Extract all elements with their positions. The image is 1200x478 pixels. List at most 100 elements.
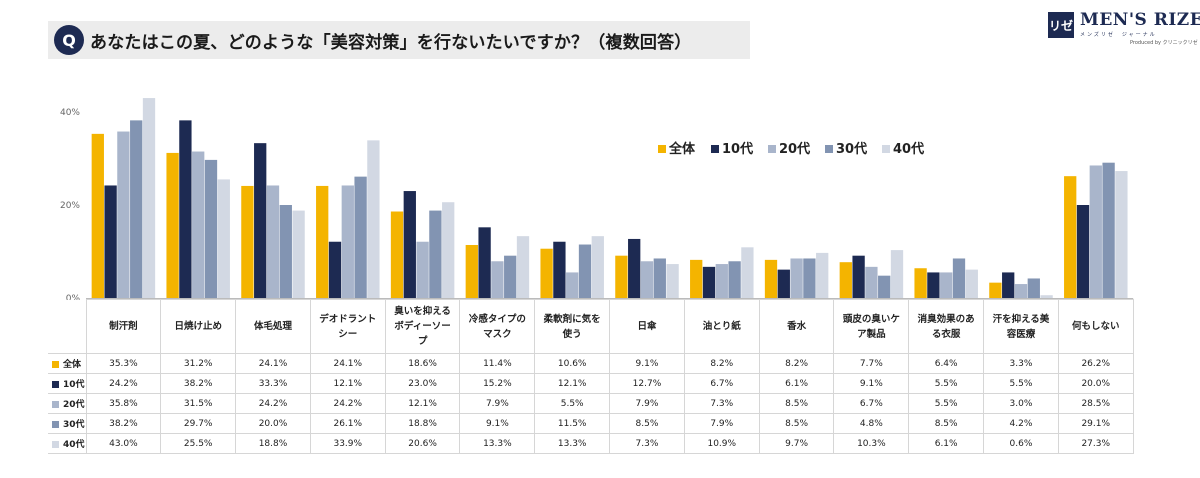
table-cell: 5.5%	[908, 393, 985, 414]
row-series-label: 40代	[48, 433, 87, 454]
bar	[367, 140, 380, 298]
bar	[1014, 284, 1028, 298]
table-cell: 18.8%	[235, 433, 311, 454]
table-cell: 7.3%	[609, 433, 685, 454]
table-cell: 10.9%	[683, 433, 760, 454]
bar	[578, 244, 592, 298]
table-cell: 26.1%	[309, 413, 386, 434]
table-cell: 38.2%	[85, 413, 162, 434]
bar	[615, 255, 628, 298]
y-tick-label: 0%	[66, 294, 81, 300]
table-cell: 9.1%	[833, 373, 910, 394]
table-cell: 15.2%	[459, 373, 536, 394]
bar	[279, 205, 292, 298]
table-cell: 24.2%	[309, 393, 386, 414]
table-cell: 29.1%	[1057, 413, 1134, 434]
bar	[540, 248, 553, 298]
row-series-label: 30代	[48, 413, 87, 434]
bar	[166, 152, 179, 298]
category-label: 柔軟剤に気を 使う	[534, 299, 611, 354]
category-label: 体毛処理	[235, 299, 311, 354]
table-row: 30代 38.2% 29.7% 20.0% 26.1% 18.8% 9.1% 11.5% 8.5…	[48, 413, 1134, 434]
bar	[914, 268, 927, 298]
category-label: 日焼け止め	[160, 299, 237, 354]
bar	[104, 185, 117, 298]
bar	[777, 269, 790, 298]
table-cell: 6.7%	[833, 393, 910, 414]
bar	[1064, 176, 1077, 298]
category-label: 臭いを抑える ボディーソープ	[384, 299, 461, 354]
bar	[217, 179, 230, 298]
table-cell: 8.5%	[758, 413, 835, 434]
bar	[865, 266, 878, 298]
table-cell: 28.5%	[1057, 393, 1134, 414]
table-cell: 5.5%	[534, 393, 611, 414]
table-cell: 10.6%	[534, 353, 611, 374]
series-swatch	[52, 441, 59, 448]
table-cell: 18.8%	[384, 413, 461, 434]
bar	[553, 241, 566, 298]
table-cell: 24.1%	[235, 353, 311, 374]
table-cell: 29.7%	[160, 413, 237, 434]
table-cell: 11.5%	[534, 413, 611, 434]
table-cell: 43.0%	[85, 433, 162, 454]
bar	[764, 259, 778, 298]
bar	[179, 120, 192, 299]
bar	[465, 244, 478, 298]
legend-swatch	[882, 145, 890, 153]
table-cell: 12.1%	[534, 373, 611, 394]
table-cell: 6.7%	[683, 373, 760, 394]
bar	[890, 250, 904, 298]
legend-label: 30代	[836, 141, 867, 157]
y-tick-label: 20%	[60, 201, 80, 211]
table-cell: 18.6%	[384, 353, 461, 374]
legend-swatch	[768, 145, 776, 153]
bar	[142, 98, 156, 298]
category-label: 香水	[758, 299, 835, 354]
bar	[390, 211, 404, 298]
table-cell: 7.9%	[683, 413, 760, 434]
logo-name: MEN'S RIZE	[1080, 10, 1200, 30]
table-cell: 8.5%	[609, 413, 685, 434]
table-cell: 8.2%	[683, 353, 760, 374]
table-cell: 35.3%	[85, 353, 162, 374]
bar	[715, 264, 728, 298]
bar	[478, 227, 491, 298]
category-label: 何もしない	[1057, 299, 1134, 354]
table-cell: 24.2%	[85, 373, 162, 394]
table-cell: 24.1%	[309, 353, 386, 374]
bar	[1040, 295, 1053, 298]
series-swatch	[52, 361, 59, 368]
table-cell: 0.6%	[983, 433, 1059, 454]
logo-produced-by: Produced by クリニックリゼ	[1130, 40, 1198, 46]
table-cell: 5.5%	[908, 373, 985, 394]
bar	[940, 272, 953, 298]
table-cell: 12.7%	[609, 373, 685, 394]
bar	[241, 185, 254, 298]
bar-chart: 0% 20% 40% 全体 10代 20代 30代 40代	[60, 98, 1134, 300]
table-row: 10代 24.2% 38.2% 33.3% 12.1% 23.0% 15.2% 12.1% 12…	[48, 373, 1134, 394]
bar	[254, 143, 267, 298]
legend-swatch	[658, 145, 666, 153]
data-table-wrap: 制汗剤 日焼け止め 体毛処理 デオドラント シー 臭いを抑える ボディーソープ冷感タイプのマ…	[48, 299, 1134, 454]
table-cell: 20.0%	[1057, 373, 1134, 394]
table-cell: 4.8%	[833, 413, 910, 434]
question-badge: Q	[54, 25, 84, 55]
table-cell: 8.5%	[758, 393, 835, 414]
table-cell: 9.1%	[459, 413, 536, 434]
category-label: デオドラント シー	[309, 299, 386, 354]
table-cell: 35.8%	[85, 393, 162, 414]
table-cell: 31.5%	[160, 393, 237, 414]
table-cell: 10.3%	[833, 433, 910, 454]
category-label: 日傘	[609, 299, 685, 354]
question-title: あなたはこの夏、どのような「美容対策」を行ないたいですか？（複数回答）	[90, 32, 692, 53]
table-cell: 7.9%	[609, 393, 685, 414]
table-corner	[48, 299, 87, 354]
category-label: 油とり紙	[683, 299, 760, 354]
table-cell: 12.1%	[384, 393, 461, 414]
legend-label: 全体	[668, 141, 696, 157]
table-header-row: 制汗剤 日焼け止め 体毛処理 デオドラント シー 臭いを抑える ボディーソープ冷感タイプのマ…	[48, 299, 1134, 354]
table-cell: 7.3%	[683, 393, 760, 414]
bar	[1027, 278, 1040, 298]
category-label: 消臭効果のあ る衣服	[908, 299, 985, 354]
